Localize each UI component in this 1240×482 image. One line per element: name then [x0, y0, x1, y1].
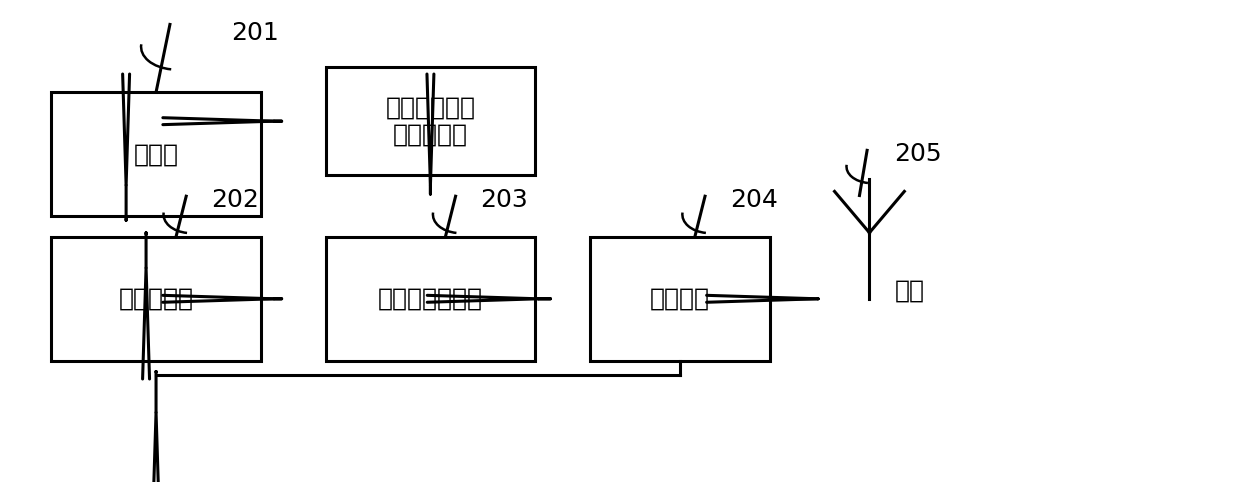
Text: 203: 203	[480, 187, 528, 212]
Bar	[326, 237, 536, 361]
Text: 射频功率放大
器供电模块: 射频功率放大 器供电模块	[386, 95, 475, 147]
Text: 处理器: 处理器	[134, 142, 179, 166]
Bar	[326, 67, 536, 175]
Text: 204: 204	[730, 187, 777, 212]
Text: 天线: 天线	[894, 279, 924, 303]
Bar	[51, 92, 260, 216]
Text: 202: 202	[211, 187, 259, 212]
Bar	[590, 237, 770, 361]
Bar	[51, 237, 260, 361]
Text: 射频功率放大器: 射频功率放大器	[378, 287, 482, 311]
Text: 射频前端: 射频前端	[650, 287, 709, 311]
Text: 射频收发机: 射频收发机	[119, 287, 193, 311]
Text: 205: 205	[894, 142, 942, 166]
Text: 201: 201	[231, 21, 279, 45]
